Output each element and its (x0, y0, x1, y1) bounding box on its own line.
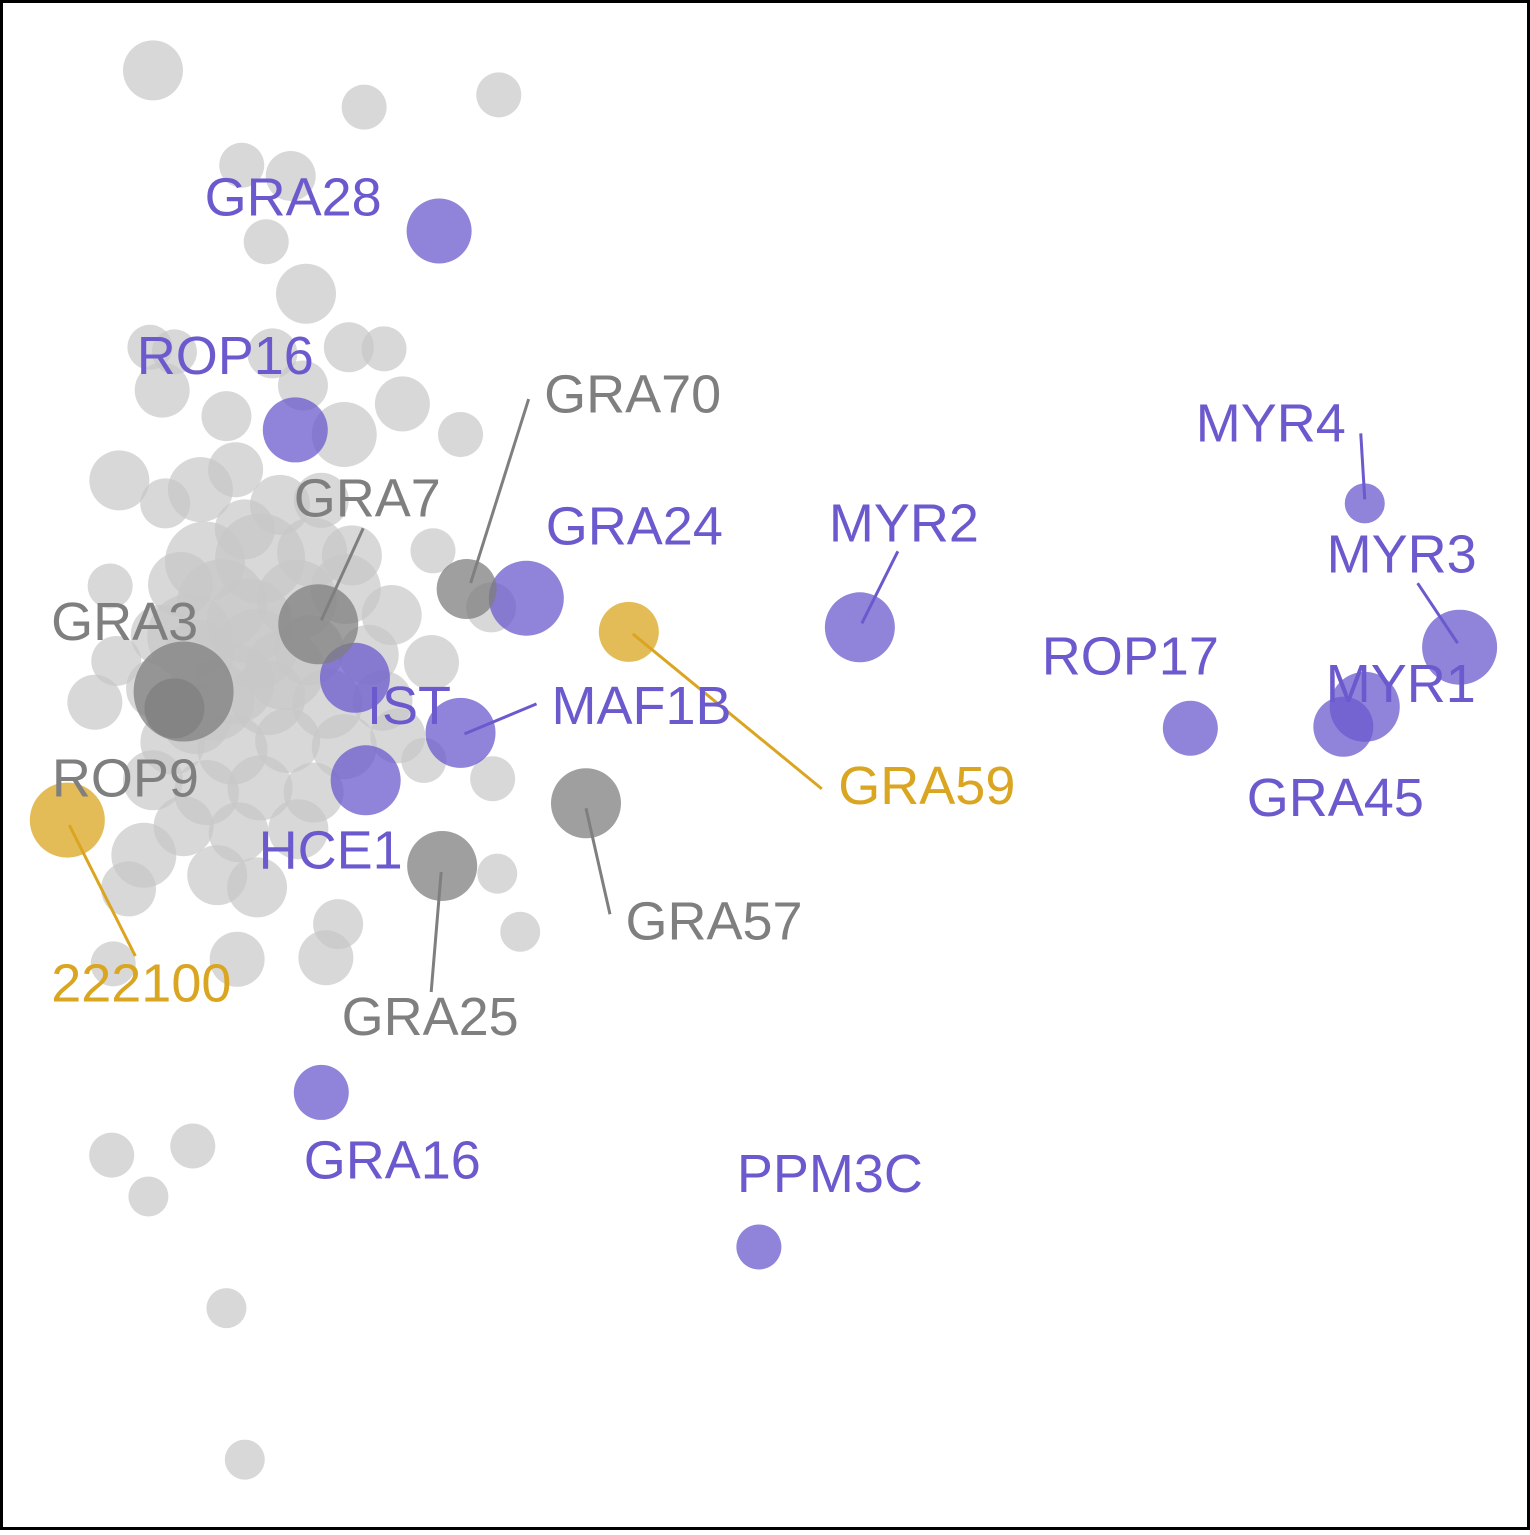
background-point-77 (206, 1288, 247, 1329)
highlight-point-gra45 (1313, 696, 1374, 757)
highlight-point-gra70 (436, 559, 497, 620)
leader-line-myr4 (1359, 433, 1367, 500)
highlight-point-ppm3c (736, 1224, 782, 1270)
background-point-17 (438, 412, 484, 458)
highlight-point-222100 (29, 782, 105, 858)
highlight-point-myr2 (824, 592, 895, 663)
highlight-point-ist (319, 642, 390, 713)
background-point-4 (265, 150, 316, 201)
highlight-point-rop9 (144, 678, 205, 739)
background-point-55 (123, 750, 183, 811)
point-label-myr4: MYR4 (1196, 394, 1346, 454)
background-point-29 (410, 528, 456, 574)
background-point-60 (470, 756, 516, 802)
leader-line-gra59 (631, 632, 823, 791)
leader-line-gra25 (429, 871, 443, 993)
point-labels-layer: GRA28 ROP16 GRA24 MYR2 MYR4 MYR3 MYR1 ROP17 GRA4… (51, 167, 1477, 1204)
highlight-point-rop16 (262, 397, 328, 463)
highlight-point-myr3 (1422, 609, 1498, 685)
highlight-point-gra25 (407, 830, 478, 901)
highlight-point-gra7 (278, 584, 359, 665)
background-point-15 (201, 391, 252, 442)
highlight-point-gra16 (293, 1064, 349, 1120)
point-label-rop9: ROP9 (52, 749, 199, 809)
background-point-16 (311, 402, 377, 468)
highlight-point-gra28 (406, 198, 472, 264)
background-point-2 (476, 72, 522, 118)
background-point-5 (243, 219, 289, 265)
leader-line-myr2 (860, 550, 900, 624)
point-label-myr2: MYR2 (829, 494, 979, 554)
background-point-35 (87, 563, 133, 609)
background-point-76 (128, 1176, 169, 1217)
point-label-gra57: GRA57 (625, 892, 802, 952)
point-label-gra70: GRA70 (544, 364, 721, 424)
background-point-12 (134, 362, 190, 418)
background-point-23 (293, 472, 349, 528)
point-label-gra59: GRA59 (838, 756, 1015, 816)
leader-line-gra7 (319, 527, 365, 621)
point-label-gra7: GRA7 (294, 469, 441, 529)
leader-line-myr3 (1416, 582, 1459, 645)
background-point-0 (123, 40, 183, 101)
background-point-52 (255, 708, 321, 774)
background-point-78 (224, 1439, 265, 1480)
point-label-gra3: GRA3 (51, 592, 198, 652)
highlight-point-gra24 (488, 560, 564, 636)
background-point-67 (477, 853, 518, 894)
leader-line-gra57 (584, 807, 612, 915)
background-point-63 (268, 799, 329, 860)
leader-line-maf1b (463, 702, 538, 736)
point-label-222100: 222100 (51, 953, 231, 1013)
highlight-point-myr4 (1344, 483, 1385, 524)
point-label-ppm3c: PPM3C (737, 1144, 923, 1204)
background-point-14 (374, 376, 430, 432)
label-leader-lines-layer (67, 398, 1459, 993)
point-label-maf1b: MAF1B (552, 676, 732, 736)
point-label-gra45: GRA45 (1247, 768, 1424, 828)
background-point-18 (89, 450, 150, 511)
point-label-rop17: ROP17 (1042, 627, 1219, 687)
background-point-1 (341, 84, 387, 130)
highlight-point-gra59 (598, 601, 659, 662)
background-point-21 (208, 442, 264, 498)
background-point-10 (323, 322, 374, 373)
background-point-9 (247, 328, 298, 379)
point-label-gra25: GRA25 (342, 987, 519, 1047)
highlight-point-rop17 (1162, 700, 1218, 756)
point-label-gra28: GRA28 (205, 167, 382, 227)
background-point-68 (101, 861, 157, 917)
background-point-72 (90, 941, 136, 987)
highlight-point-maf1b (425, 697, 496, 768)
point-label-rop16: ROP16 (137, 326, 314, 386)
background-point-75 (170, 1123, 216, 1169)
background-point-11 (361, 326, 407, 372)
point-label-gra24: GRA24 (546, 496, 723, 556)
background-point-49 (67, 674, 123, 730)
point-label-hce1: HCE1 (259, 821, 403, 881)
background-point-73 (298, 930, 354, 986)
highlight-point-hce1 (330, 745, 401, 816)
background-point-6 (276, 263, 336, 324)
point-label-myr1: MYR1 (1326, 654, 1476, 714)
background-point-41 (403, 634, 459, 690)
point-label-gra16: GRA16 (304, 1131, 481, 1191)
background-point-70 (500, 911, 541, 952)
background-point-66 (227, 857, 288, 918)
leader-line-222100 (67, 824, 137, 957)
leader-line-gra70 (469, 398, 531, 584)
background-point-71 (209, 931, 265, 987)
highlight-points-layer (29, 198, 1498, 1270)
highlight-point-gra57 (550, 768, 621, 839)
background-point-74 (89, 1132, 135, 1178)
background-point-3 (219, 142, 265, 188)
point-label-ist: IST (367, 676, 451, 736)
background-point-43 (91, 635, 142, 686)
point-label-myr3: MYR3 (1327, 524, 1477, 584)
